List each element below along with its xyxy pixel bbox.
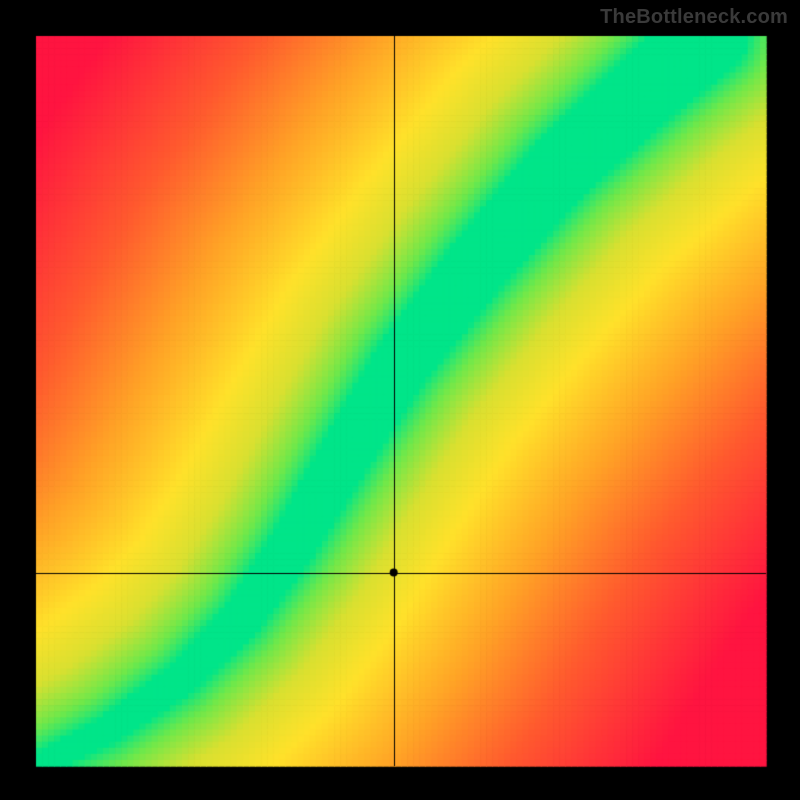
watermark-text: TheBottleneck.com [600, 6, 788, 29]
bottleneck-heatmap [0, 0, 800, 800]
